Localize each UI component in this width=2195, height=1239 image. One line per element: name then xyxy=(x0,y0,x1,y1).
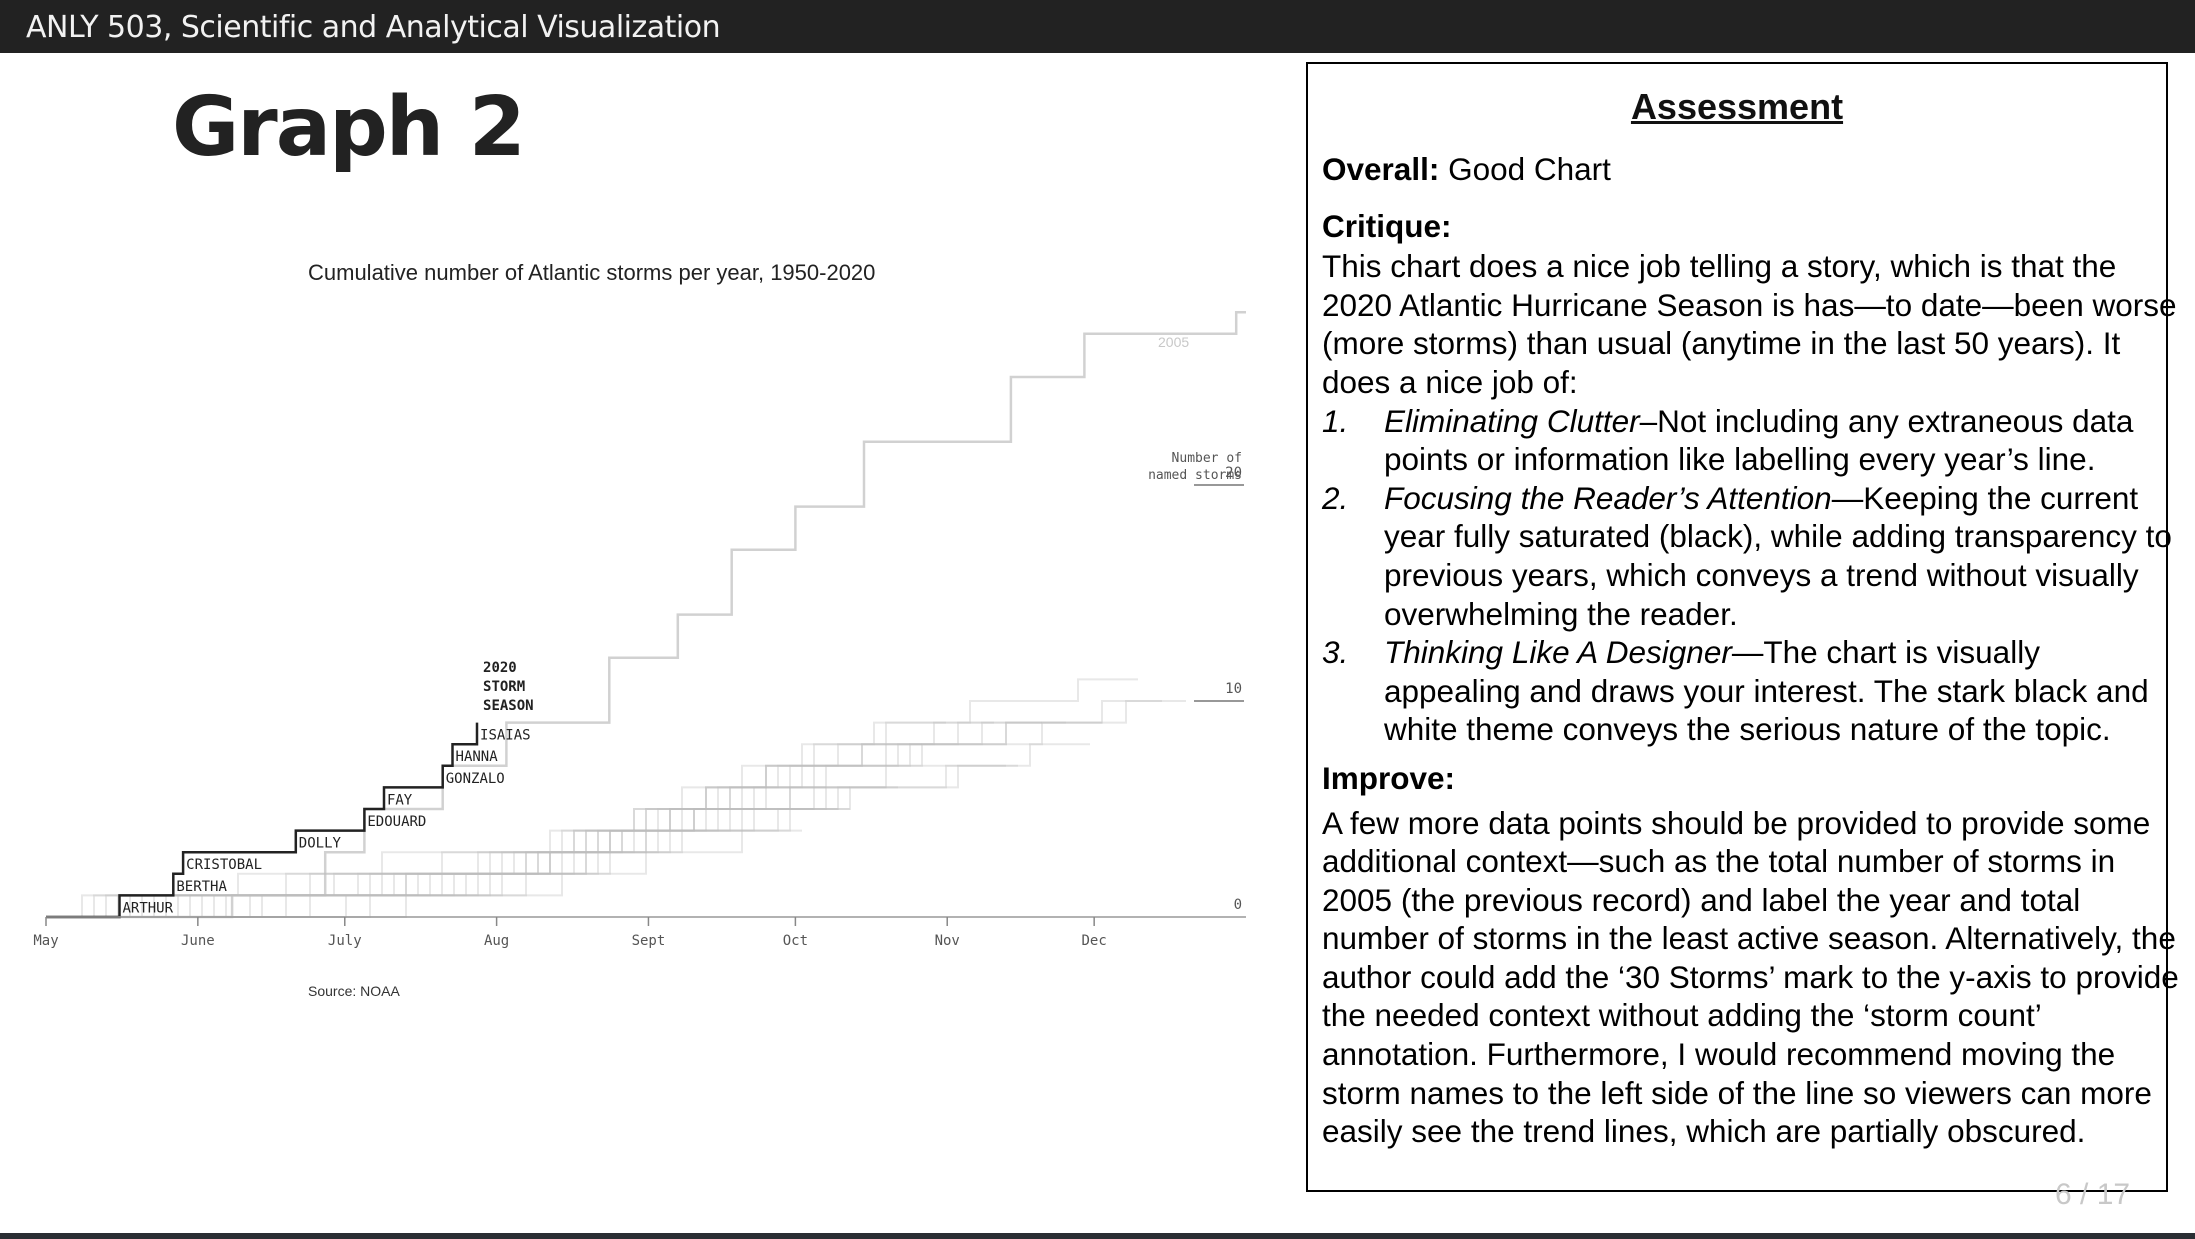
background-year-line xyxy=(46,721,994,918)
critique-point: 3. Thinking Like A Designer—The chart is… xyxy=(1322,633,2182,749)
x-tick-label: Oct xyxy=(783,933,808,949)
storm-name-label: ISAIAS xyxy=(480,728,531,744)
improve-label: Improve: xyxy=(1322,759,1456,796)
x-tick-label: Nov xyxy=(935,933,960,949)
storm-name-label: CRISTOBAL xyxy=(186,857,262,873)
course-header: ANLY 503, Scientific and Analytical Visu… xyxy=(0,0,2195,53)
storm-name-label: DOLLY xyxy=(299,836,342,852)
year-2005-label: 2005 xyxy=(1158,334,1189,350)
background-year-line xyxy=(46,721,1042,918)
y-tick-label: 20 xyxy=(1225,465,1242,481)
storm-name-label: HANNA xyxy=(456,749,499,765)
x-tick-label: July xyxy=(328,933,362,949)
point-term: Thinking Like A Designer xyxy=(1384,634,1732,671)
background-year-line xyxy=(46,743,922,918)
season-label-line: STORM xyxy=(483,679,525,695)
year-2020-line xyxy=(46,722,479,919)
storm-name-label: GONZALO xyxy=(446,771,505,787)
y-tick-label: 0 xyxy=(1234,897,1242,913)
y-axis-label: named storms xyxy=(1148,468,1242,483)
background-year-line xyxy=(46,829,802,918)
background-year-line xyxy=(46,808,814,918)
season-label-line: 2020 xyxy=(483,660,517,676)
point-term: Focusing the Reader’s Attention xyxy=(1384,479,1832,516)
point-term: Eliminating Clutter xyxy=(1384,402,1640,439)
point-text: —Keeping the current year fully saturate… xyxy=(1384,479,2172,632)
critique-intro: This chart does a nice job telling a sto… xyxy=(1322,248,2177,400)
storm-name-label: BERTHA xyxy=(176,879,227,895)
background-year-line xyxy=(46,721,946,918)
year-2005-line xyxy=(46,310,1246,919)
season-label-line: SEASON xyxy=(483,698,534,714)
background-year-line xyxy=(46,700,1186,918)
assessment-body: Overall: Good Chart Critique: This chart… xyxy=(1322,150,2182,1151)
storm-name-label: FAY xyxy=(387,792,413,808)
bottom-strip xyxy=(0,1233,2195,1239)
critique-points: 1. Eliminating Clutter–Not including any… xyxy=(1322,402,2182,749)
background-year-line xyxy=(46,764,1018,918)
point-number: 3. xyxy=(1322,634,1349,671)
assessment-panel: Assessment Overall: Good Chart Critique:… xyxy=(1306,62,2179,1192)
page-number: 6 / 17 xyxy=(2055,1178,2131,1211)
point-text: –Not including any extraneous data point… xyxy=(1384,402,2134,478)
background-year-line xyxy=(46,678,1138,918)
background-year-line xyxy=(46,721,1066,918)
background-year-line xyxy=(46,808,850,918)
overall-label: Overall: xyxy=(1322,151,1440,187)
x-tick-label: Dec xyxy=(1082,933,1107,949)
overall-value: Good Chart xyxy=(1448,151,1611,187)
assessment-heading: Assessment xyxy=(1630,86,1844,127)
improve-text: A few more data points should be provide… xyxy=(1322,804,2179,1150)
background-year-line xyxy=(46,786,850,918)
point-number: 2. xyxy=(1322,479,1349,516)
y-tick-label: 10 xyxy=(1225,681,1242,697)
x-tick-label: Sept xyxy=(632,933,666,949)
storm-name-label: EDOUARD xyxy=(367,814,426,830)
critique-point: 1. Eliminating Clutter–Not including any… xyxy=(1322,402,2182,479)
y-axis-label: Number of xyxy=(1172,451,1242,466)
critique-label: Critique: xyxy=(1322,207,1452,244)
background-year-line xyxy=(46,808,838,918)
overall-line: Overall: Good Chart xyxy=(1322,150,2182,189)
x-tick-label: May xyxy=(33,933,58,949)
x-tick-label: Aug xyxy=(484,933,509,949)
chart-title: Cumulative number of Atlantic storms per… xyxy=(308,260,876,285)
x-tick-label: June xyxy=(181,933,215,949)
course-title: ANLY 503, Scientific and Analytical Visu… xyxy=(26,10,721,45)
point-text: —The chart is visually appealing and dra… xyxy=(1384,634,2149,748)
background-year-line xyxy=(46,721,1102,918)
storm-name-label: ARTHUR xyxy=(122,900,173,916)
slide-title: Graph 2 xyxy=(172,80,526,175)
chart-source: Source: NOAA xyxy=(308,983,400,999)
critique-point: 2. Focusing the Reader’s Attention—Keepi… xyxy=(1322,479,2182,633)
background-year-line xyxy=(46,700,1162,918)
point-number: 1. xyxy=(1322,402,1349,439)
background-year-line xyxy=(46,743,1090,918)
